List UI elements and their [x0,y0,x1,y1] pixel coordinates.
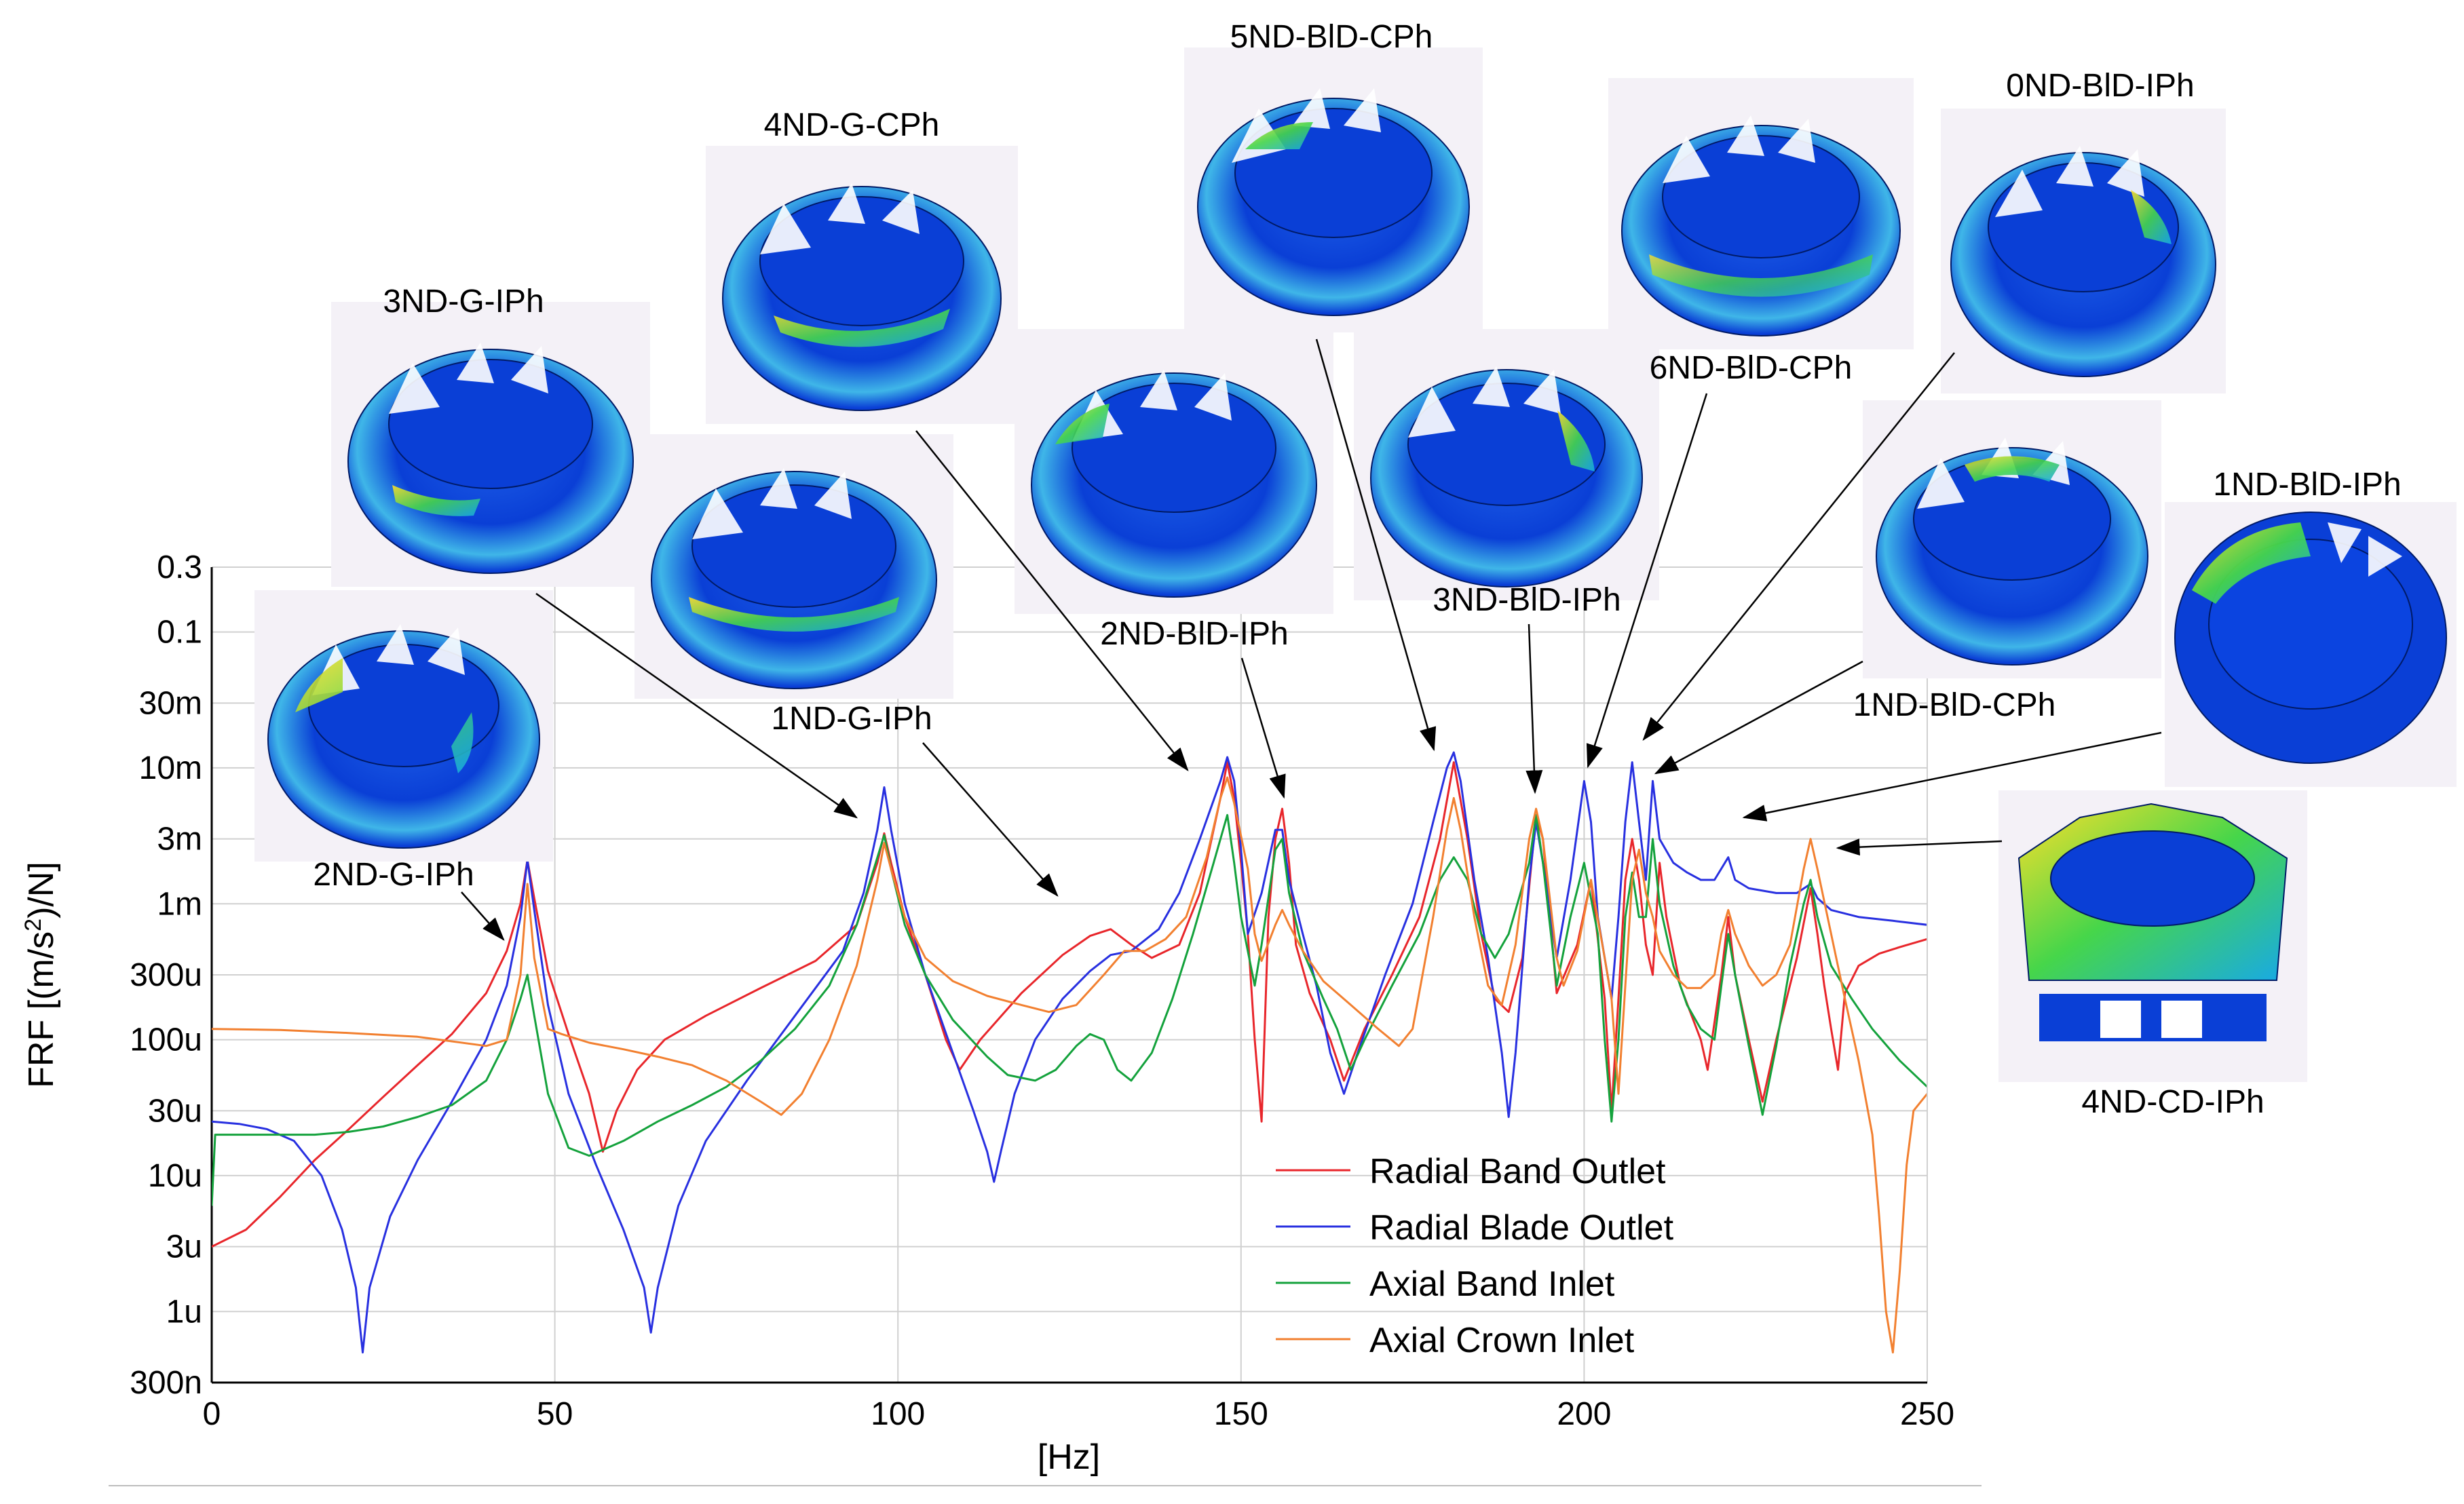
mode-shape-image-4ND-CD-IPh [1998,790,2307,1082]
legend-item-radial-blade-outlet: Radial Blade Outlet [1276,1208,1674,1248]
mode-label-4ND-G-CPh: 4ND-G-CPh [764,107,940,143]
y-tick-label: 100u [130,1022,202,1058]
x-tick-label: 100 [871,1396,925,1432]
legend: Radial Band Outlet Radial Blade Outlet A… [1276,1152,1674,1360]
series-group [212,751,1927,1354]
mode-shape-image-1ND-G-IPh [634,434,953,699]
mode-shape-image-3ND-BlD-IPh [1354,329,1659,600]
callout-arrow-3ND-BlD-IPh [1525,623,1543,794]
callout-arrow-1ND-G-IPh [922,742,1059,897]
mode-shape-image-2ND-G-IPh [254,590,553,862]
mode-shape-image-4ND-G-CPh [706,146,1018,424]
y-axis-title-tail: )/N] [22,862,61,919]
x-tick-label: 250 [1900,1396,1954,1432]
x-tick-label: 150 [1214,1396,1268,1432]
callout-arrow-3ND-G-IPh [535,592,858,819]
y-tick-label: 300n [130,1365,202,1401]
y-tick-label: 10m [139,750,202,786]
series-line-radial-blade-outlet [212,751,1927,1354]
mode-shape-image-3ND-G-IPh [331,302,650,587]
x-tick-labels: 0 50 100 150 200 250 [203,1396,1954,1432]
mode-shape-thumbnails [254,47,2457,1082]
legend-label-axial-crown-inlet: Axial Crown Inlet [1369,1321,1635,1360]
legend-item-axial-band-inlet: Axial Band Inlet [1276,1265,1615,1304]
mode-label-1ND-BlD-IPh: 1ND-BlD-IPh [2213,467,2401,503]
callout-arrow-1ND-BlD-CPh [1654,660,1863,775]
callout-arrow-2ND-BlD-IPh [1240,657,1286,799]
mode-label-2ND-G-IPh: 2ND-G-IPh [313,857,474,893]
x-tick-label: 0 [203,1396,221,1432]
y-tick-label: 3u [166,1229,202,1265]
mode-shape-image-6ND-BlD-CPh [1608,78,1914,349]
callout-arrow-5ND-BlD-CPh [1315,339,1437,752]
y-tick-label: 0.3 [157,549,202,585]
mode-label-4ND-CD-IPh: 4ND-CD-IPh [2081,1084,2264,1120]
y-tick-label: 300u [130,957,202,993]
mode-shape-image-1ND-BlD-CPh [1863,400,2161,678]
y-tick-label: 30u [148,1093,202,1129]
legend-label-radial-blade-outlet: Radial Blade Outlet [1369,1208,1674,1248]
y-tick-label: 1u [166,1294,202,1330]
y-tick-label: 0.1 [157,615,202,651]
y-tick-label: 1m [157,886,202,922]
mode-label-2ND-BlD-IPh: 2ND-BlD-IPh [1100,616,1288,652]
mode-shape-image-5ND-BlD-CPh [1184,47,1483,332]
y-axis-title-main: FRF [(m/s [22,931,61,1088]
callout-arrow-1ND-BlD-IPh [1742,731,2162,822]
mode-label-3ND-G-IPh: 3ND-G-IPh [383,284,544,320]
legend-label-radial-band-outlet: Radial Band Outlet [1369,1152,1666,1191]
callout-arrows [461,339,2162,941]
callout-arrow-4ND-CD-IPh [1836,838,2003,856]
legend-item-axial-crown-inlet: Axial Crown Inlet [1276,1321,1635,1360]
y-tick-label: 30m [139,685,202,721]
y-tick-label: 10u [148,1158,202,1194]
mode-labels: 5ND-BlD-CPh 0ND-BlD-IPh 4ND-G-CPh 3ND-G-… [313,19,2401,1120]
legend-label-axial-band-inlet: Axial Band Inlet [1369,1265,1615,1304]
x-axis-title: [Hz] [1038,1438,1100,1477]
callout-arrow-4ND-G-CPh [915,430,1189,771]
mode-shape-image-1ND-BlD-IPh [2165,502,2457,787]
mode-label-6ND-BlD-CPh: 6ND-BlD-CPh [1650,350,1853,386]
series-line-radial-band-outlet [212,761,1927,1248]
mode-label-1ND-BlD-CPh: 1ND-BlD-CPh [1853,687,2056,723]
mode-shape-image-2ND-BlD-IPh [1015,329,1333,614]
callout-arrow-0ND-BlD-IPh [1642,352,1955,741]
y-axis-title: FRF [(m/s2)/N] [20,862,61,1088]
x-tick-label: 50 [537,1396,573,1432]
y-tick-label: 3m [157,822,202,857]
mode-label-1ND-G-IPh: 1ND-G-IPh [771,701,932,737]
callout-arrow-6ND-BlD-CPh [1586,393,1708,769]
y-tick-labels: 0.3 0.1 30m 10m 3m 1m 300u 100u 30u 10u 3u 1u 300n [130,549,202,1401]
legend-item-radial-band-outlet: Radial Band Outlet [1276,1152,1666,1191]
mode-label-0ND-BlD-IPh: 0ND-BlD-IPh [2006,68,2194,104]
mode-label-3ND-BlD-IPh: 3ND-BlD-IPh [1433,582,1620,618]
callout-arrow-2ND-G-IPh [461,891,505,941]
mode-label-5ND-BlD-CPh: 5ND-BlD-CPh [1230,19,1433,55]
series-line-axial-crown-inlet [212,776,1927,1354]
y-axis-title-sup: 2 [20,919,46,931]
x-tick-label: 200 [1557,1396,1611,1432]
series-line-axial-band-inlet [212,813,1927,1206]
mode-shape-image-0ND-BlD-IPh [1941,109,2226,393]
